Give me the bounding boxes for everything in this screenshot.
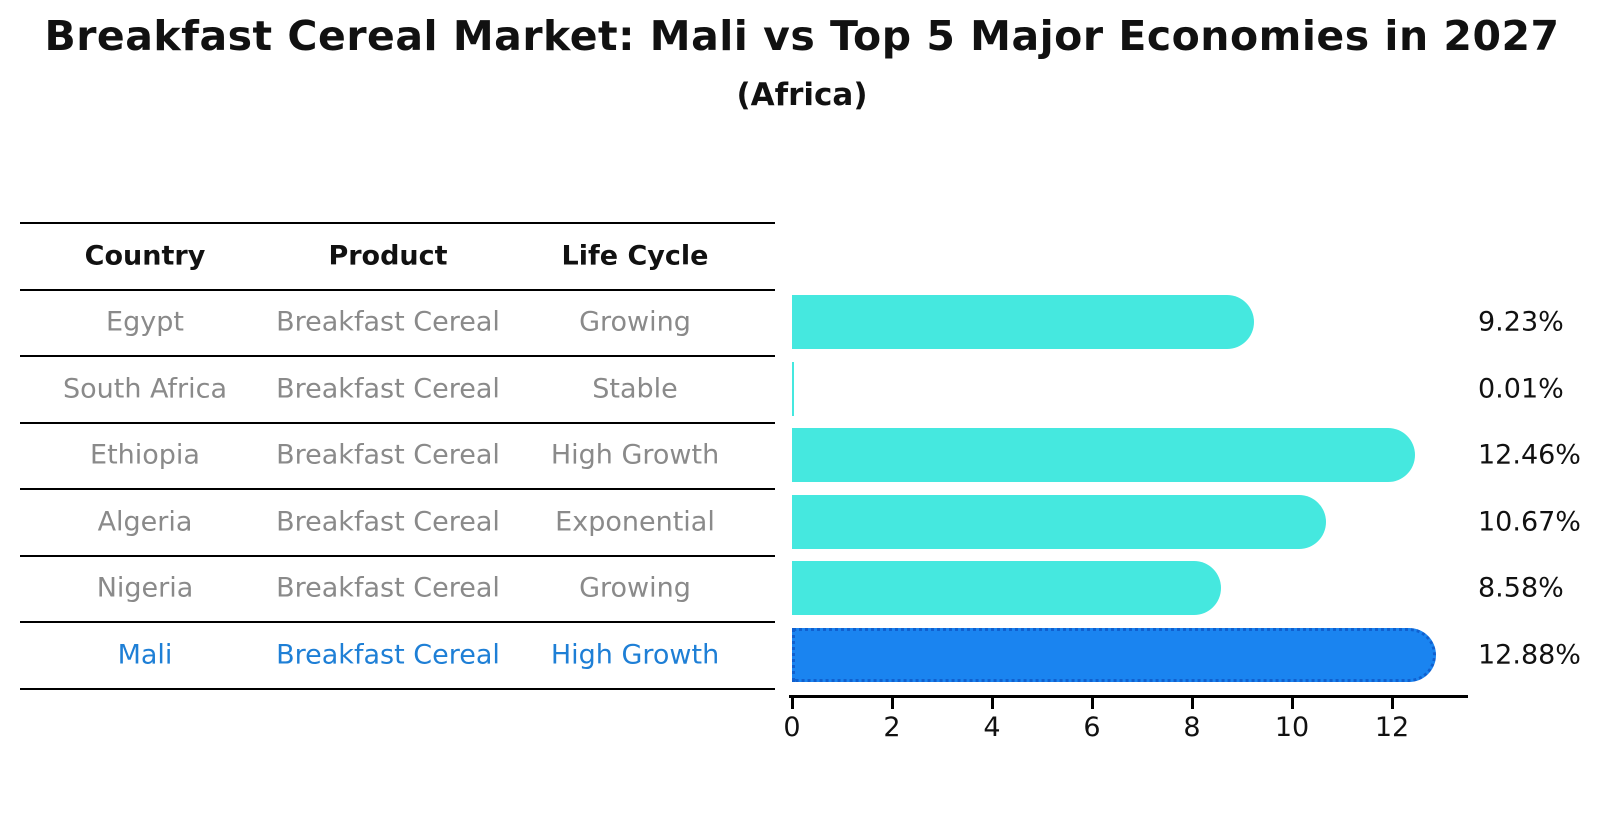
x-tick-mark — [1390, 698, 1394, 709]
bar-south-africa — [792, 361, 794, 416]
x-tick-label: 0 — [783, 712, 801, 743]
table-divider-line — [20, 488, 775, 490]
table-cell-product: Breakfast Cereal — [276, 639, 500, 670]
table-cell-product: Breakfast Cereal — [276, 572, 500, 604]
table-divider-line — [20, 688, 775, 690]
x-axis-line — [789, 695, 1468, 698]
bar-ethiopia — [792, 428, 1415, 482]
table-cell-life-cycle: Growing — [579, 572, 691, 604]
x-tick-mark — [1090, 698, 1094, 709]
chart-subtitle: (Africa) — [736, 77, 868, 113]
bar-value-label: 10.67% — [1478, 506, 1581, 537]
x-tick-mark — [1290, 698, 1294, 709]
table-cell-life-cycle: Stable — [592, 373, 678, 404]
table-cell-life-cycle: High Growth — [550, 639, 720, 670]
x-tick-label: 6 — [1083, 712, 1101, 743]
bar-egypt — [792, 295, 1254, 349]
bar-nigeria — [792, 561, 1221, 615]
x-tick-mark — [790, 698, 794, 709]
bar-value-label: 8.58% — [1478, 572, 1564, 604]
x-tick-label: 12 — [1374, 712, 1410, 743]
table-header-country: Country — [84, 240, 206, 271]
table-cell-product: Breakfast Cereal — [276, 373, 500, 404]
table-divider-line — [20, 621, 775, 623]
table-cell-life-cycle: Growing — [579, 306, 691, 338]
table-cell-product: Breakfast Cereal — [276, 306, 500, 338]
table-divider-line — [20, 289, 775, 291]
table-divider-line — [20, 355, 775, 357]
bar-value-label: 12.88% — [1478, 639, 1581, 670]
x-tick-mark — [1190, 698, 1194, 709]
bar-algeria — [792, 494, 1326, 549]
table-divider-line — [20, 555, 775, 557]
table-cell-country: Mali — [117, 639, 173, 670]
x-tick-label: 10 — [1274, 712, 1310, 743]
table-cell-product: Breakfast Cereal — [276, 506, 500, 537]
bar-value-label: 0.01% — [1478, 373, 1564, 404]
table-cell-country: Nigeria — [96, 572, 194, 604]
x-tick-mark — [990, 698, 994, 709]
table-cell-life-cycle: Exponential — [555, 506, 715, 537]
bar-value-label: 9.23% — [1478, 306, 1564, 338]
table-cell-country: Algeria — [97, 506, 193, 537]
x-tick-label: 4 — [983, 712, 1001, 743]
x-tick-label: 8 — [1183, 712, 1201, 743]
table-header-life-cycle: Life Cycle — [561, 240, 709, 271]
table-cell-country: Ethiopia — [90, 439, 200, 471]
chart-title: Breakfast Cereal Market: Mali vs Top 5 M… — [44, 12, 1560, 60]
table-cell-country: South Africa — [62, 373, 228, 404]
bar-mali — [792, 627, 1436, 682]
table-cell-life-cycle: High Growth — [550, 439, 720, 471]
table-header-product: Product — [328, 240, 448, 271]
x-tick-mark — [890, 698, 894, 709]
table-cell-product: Breakfast Cereal — [276, 439, 500, 471]
table-cell-country: Egypt — [106, 306, 184, 338]
table-divider-line — [20, 422, 775, 424]
x-tick-label: 2 — [883, 712, 901, 743]
bar-value-label: 12.46% — [1478, 439, 1581, 471]
table-divider-line — [20, 222, 775, 224]
